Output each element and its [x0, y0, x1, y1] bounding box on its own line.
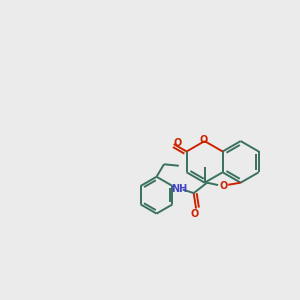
Text: O: O	[219, 181, 227, 191]
Text: O: O	[199, 136, 208, 146]
Text: NH: NH	[171, 184, 187, 194]
Text: O: O	[174, 139, 182, 148]
Text: O: O	[191, 209, 199, 219]
